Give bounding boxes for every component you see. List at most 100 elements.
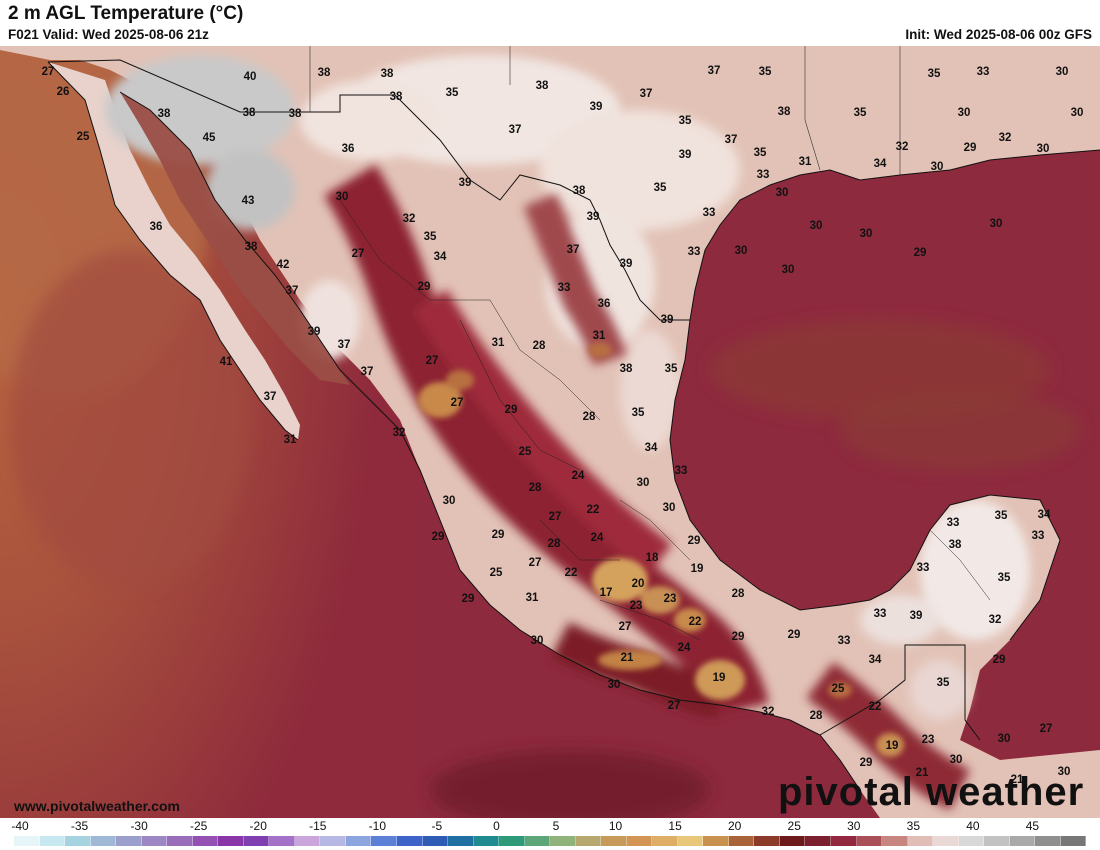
color-scale-tick: -15	[309, 819, 327, 833]
color-scale-swatch	[703, 836, 729, 846]
temperature-label: 33	[558, 282, 571, 294]
gulf-of-california	[120, 92, 350, 385]
temperature-label: 39	[587, 211, 600, 223]
color-scale-swatch	[1009, 836, 1036, 846]
color-scale-swatch	[805, 836, 831, 846]
temperature-label: 33	[757, 169, 770, 181]
color-scale-swatch	[39, 836, 66, 846]
temperature-label: 38	[949, 539, 962, 551]
color-scale-swatch	[550, 836, 576, 846]
color-scale-swatch	[907, 836, 934, 846]
temperature-label: 32	[989, 614, 1002, 626]
temperature-label: 37	[338, 339, 351, 351]
color-scale-tick: -5	[431, 819, 443, 833]
color-scale-swatch	[422, 836, 449, 846]
color-scale-tick: 15	[668, 819, 682, 833]
temperature-label: 17	[600, 587, 613, 599]
temperature-label: 30	[810, 220, 823, 232]
temperature-label: 35	[679, 115, 692, 127]
temperature-label: 29	[964, 142, 977, 154]
temperature-label: 39	[679, 149, 692, 161]
color-scale-tick: 25	[787, 819, 801, 833]
temperature-label: 23	[922, 734, 935, 746]
temperature-label: 37	[725, 134, 738, 146]
color-scale-swatch	[677, 836, 704, 846]
texas-internal	[309, 46, 901, 175]
color-scale-swatch	[396, 836, 423, 846]
temperature-label: 27	[42, 66, 55, 78]
color-scale-swatch	[754, 836, 780, 846]
temperature-label: 29	[788, 629, 801, 641]
temperature-label: 30	[950, 754, 963, 766]
temperature-label: 40	[244, 71, 257, 83]
color-scale-tick: 30	[847, 819, 861, 833]
temperature-label: 39	[620, 258, 633, 270]
temperature-label: 27	[352, 248, 365, 260]
temperature-label: 39	[661, 314, 674, 326]
temperature-label: 35	[759, 66, 772, 78]
temperature-label: 22	[587, 504, 600, 516]
temperature-label: 31	[799, 156, 812, 168]
temperature-label: 38	[390, 91, 403, 103]
color-scale-swatch	[116, 836, 142, 846]
temperature-label: 30	[608, 679, 621, 691]
temperature-label: 32	[393, 427, 406, 439]
temperature-label: 27	[668, 700, 681, 712]
color-scale-tick: 20	[727, 819, 742, 833]
color-scale-swatch	[601, 836, 627, 846]
temperature-label: 30	[1058, 766, 1071, 778]
temperature-label: 30	[931, 161, 944, 173]
temperature-label: 30	[782, 264, 795, 276]
brand-logo: pivotal weather	[778, 770, 1084, 815]
us-mexico-border	[47, 59, 690, 321]
temperature-label: 27	[451, 397, 464, 409]
temperature-label: 33	[874, 608, 887, 620]
temperature-label: 45	[203, 132, 216, 144]
temperature-label: 25	[77, 131, 90, 143]
temperature-label: 33	[1032, 530, 1045, 542]
temperature-label: 29	[418, 281, 431, 293]
cool-gold-patches	[418, 342, 904, 757]
temperature-label: 29	[432, 531, 445, 543]
color-scale-swatch	[269, 836, 295, 846]
temperature-label: 33	[977, 66, 990, 78]
color-scale: -40 -35 -30 -25 -20 -15 -10 -5 0 5 10 15 20 25 30 35 40 4…	[0, 818, 1100, 850]
temperature-label: 27	[549, 511, 562, 523]
mainland-west-coast	[119, 91, 861, 791]
temperature-label: 28	[529, 482, 542, 494]
temperature-label: 29	[688, 535, 701, 547]
color-scale-swatch	[933, 836, 959, 846]
temperature-label: 33	[703, 207, 716, 219]
temperature-label: 28	[548, 538, 561, 550]
temperature-label: 30	[860, 228, 873, 240]
temperature-label: 21	[916, 767, 929, 779]
temperature-label: 30	[1037, 143, 1050, 155]
color-scale-swatch	[856, 836, 883, 846]
temperature-label: 21	[1011, 774, 1024, 786]
temperature-label: 30	[998, 733, 1011, 745]
color-scale-swatch	[345, 836, 372, 846]
color-scale-swatch	[1035, 836, 1061, 846]
init-time: Init: Wed 2025-08-06 00z GFS	[905, 27, 1092, 42]
temperature-label: 35	[632, 407, 645, 419]
color-scale-swatch	[626, 836, 653, 846]
color-scale-swatch	[728, 836, 755, 846]
temperature-label: 27	[529, 557, 542, 569]
color-scale-swatch	[167, 836, 193, 846]
temperature-label: 25	[519, 446, 532, 458]
temperature-label: 39	[308, 326, 321, 338]
temperature-label: 30	[637, 477, 650, 489]
temperature-label: 35	[998, 572, 1011, 584]
temperature-label: 38	[778, 106, 791, 118]
temperature-label: 36	[150, 221, 163, 233]
temperature-label: 18	[646, 552, 659, 564]
temperature-label: 36	[342, 143, 355, 155]
temperature-label: 34	[869, 654, 882, 666]
temperature-label: 25	[832, 683, 845, 695]
temperature-label: 41	[220, 356, 233, 368]
temperature-label: 32	[403, 213, 416, 225]
temperature-label: 28	[810, 710, 823, 722]
temperature-label: 38	[158, 108, 171, 120]
temperature-label: 35	[937, 677, 950, 689]
